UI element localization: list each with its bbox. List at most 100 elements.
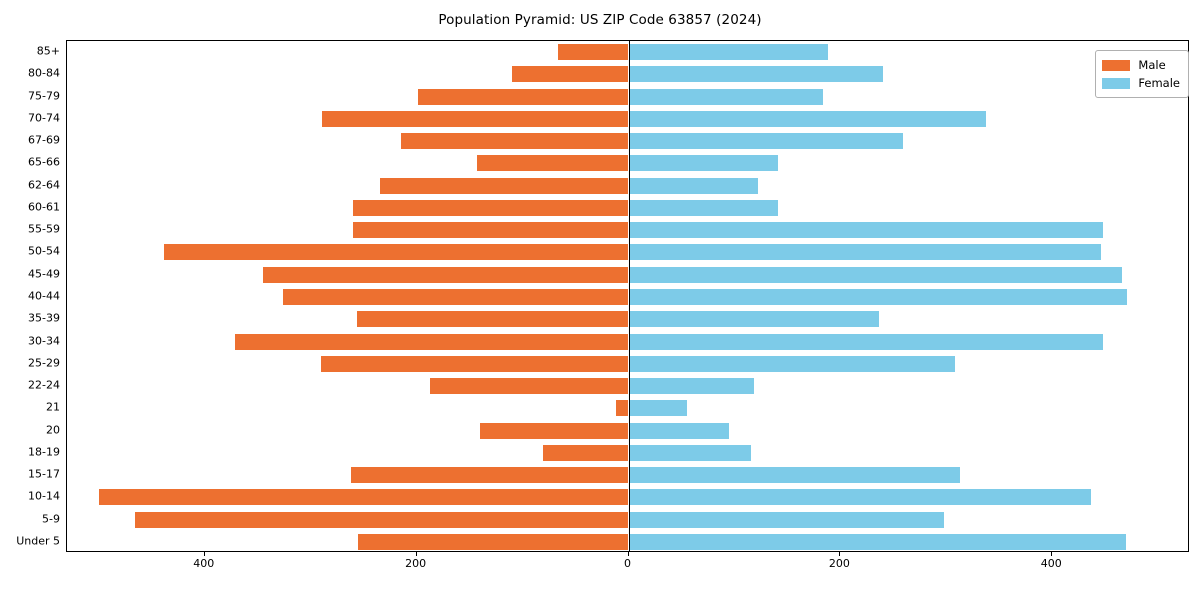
bar-row	[67, 199, 1188, 216]
x-tick-mark	[415, 552, 417, 556]
bar-female	[628, 467, 961, 484]
bar-row	[67, 533, 1188, 550]
bar-male	[134, 511, 629, 528]
bar-female	[628, 511, 945, 528]
y-tick-label: 67-69	[28, 133, 60, 147]
bar-female	[628, 199, 778, 216]
y-tick-label: 22-24	[28, 378, 60, 392]
bar-row	[67, 44, 1188, 61]
y-tick-label: 10-14	[28, 489, 60, 503]
x-tick-mark	[839, 552, 841, 556]
bar-row	[67, 489, 1188, 506]
bar-male	[164, 244, 629, 261]
y-tick-label: 85+	[36, 44, 60, 58]
bar-row	[67, 266, 1188, 283]
bar-row	[67, 355, 1188, 372]
y-tick-label: 65-66	[28, 155, 60, 169]
bar-female	[628, 266, 1123, 283]
legend-swatch-icon	[1102, 59, 1131, 71]
bar-female	[628, 155, 778, 172]
x-tick-label: 400	[1040, 557, 1062, 570]
x-tick-mark	[627, 552, 629, 556]
bar-row	[67, 155, 1188, 172]
bar-male	[98, 489, 629, 506]
legend-entry[interactable]: Female	[1102, 74, 1180, 92]
bar-male	[511, 66, 629, 83]
bar-row	[67, 467, 1188, 484]
x-tick-label: 400	[193, 557, 215, 570]
legend-entry[interactable]: Male	[1102, 56, 1180, 74]
bar-male	[321, 355, 629, 372]
bar-male	[379, 177, 629, 194]
chart-legend[interactable]: Male Female	[1095, 50, 1189, 98]
bar-row	[67, 177, 1188, 194]
y-tick-label: 70-74	[28, 111, 60, 125]
x-tick-label: 200	[405, 557, 427, 570]
bar-female	[628, 222, 1104, 239]
bar-female	[628, 533, 1127, 550]
bar-female	[628, 422, 730, 439]
chart-title: Population Pyramid: US ZIP Code 63857 (2…	[438, 12, 762, 28]
x-tick-label: 200	[828, 557, 850, 570]
bar-female	[628, 44, 828, 61]
bar-male	[353, 222, 629, 239]
x-tick-label: 0	[624, 557, 631, 570]
bar-female	[628, 378, 754, 395]
bar-male	[480, 422, 629, 439]
bar-male	[557, 44, 629, 61]
y-tick-label: 5-9	[42, 512, 60, 526]
bar-male	[400, 133, 629, 150]
bar-row	[67, 244, 1188, 261]
plot-area	[66, 40, 1189, 552]
bar-female	[628, 489, 1092, 506]
bar-female	[628, 355, 955, 372]
y-tick-label: 75-79	[28, 89, 60, 103]
bar-row	[67, 222, 1188, 239]
bar-row	[67, 511, 1188, 528]
y-tick-label: 21	[46, 400, 60, 414]
bar-row	[67, 88, 1188, 105]
bar-male	[262, 266, 629, 283]
bar-male	[357, 311, 629, 328]
legend-swatch-icon	[1102, 77, 1131, 89]
bar-male	[235, 333, 629, 350]
bar-male	[477, 155, 629, 172]
bar-female	[628, 66, 883, 83]
bar-female	[628, 311, 879, 328]
bar-male	[542, 444, 629, 461]
y-tick-label: 15-17	[28, 467, 60, 481]
bar-row	[67, 288, 1188, 305]
bar-male	[615, 400, 629, 417]
bar-male	[322, 110, 629, 127]
bar-row	[67, 333, 1188, 350]
legend-label: Male	[1138, 58, 1166, 72]
y-tick-label: 40-44	[28, 289, 60, 303]
bar-female	[628, 288, 1128, 305]
bar-female	[628, 244, 1101, 261]
bar-female	[628, 400, 687, 417]
y-tick-label: 20	[46, 423, 60, 437]
bar-male	[358, 533, 629, 550]
y-tick-label: 35-39	[28, 311, 60, 325]
x-tick-mark	[1051, 552, 1053, 556]
y-tick-label: Under 5	[16, 534, 60, 548]
zero-axis-line	[628, 41, 630, 551]
bar-male	[283, 288, 629, 305]
bar-row	[67, 133, 1188, 150]
bar-male	[353, 199, 629, 216]
bars-layer	[67, 41, 1188, 551]
bar-male	[417, 88, 629, 105]
bar-female	[628, 177, 758, 194]
bar-row	[67, 311, 1188, 328]
x-axis-ticks: 400 200 0 200 400	[66, 552, 1189, 582]
bar-female	[628, 133, 903, 150]
bar-row	[67, 378, 1188, 395]
bar-male	[350, 467, 629, 484]
y-tick-label: 60-61	[28, 200, 60, 214]
bar-female	[628, 444, 752, 461]
y-tick-label: 50-54	[28, 244, 60, 258]
y-tick-label: 30-34	[28, 334, 60, 348]
y-tick-label: 45-49	[28, 267, 60, 281]
y-tick-label: 55-59	[28, 222, 60, 236]
